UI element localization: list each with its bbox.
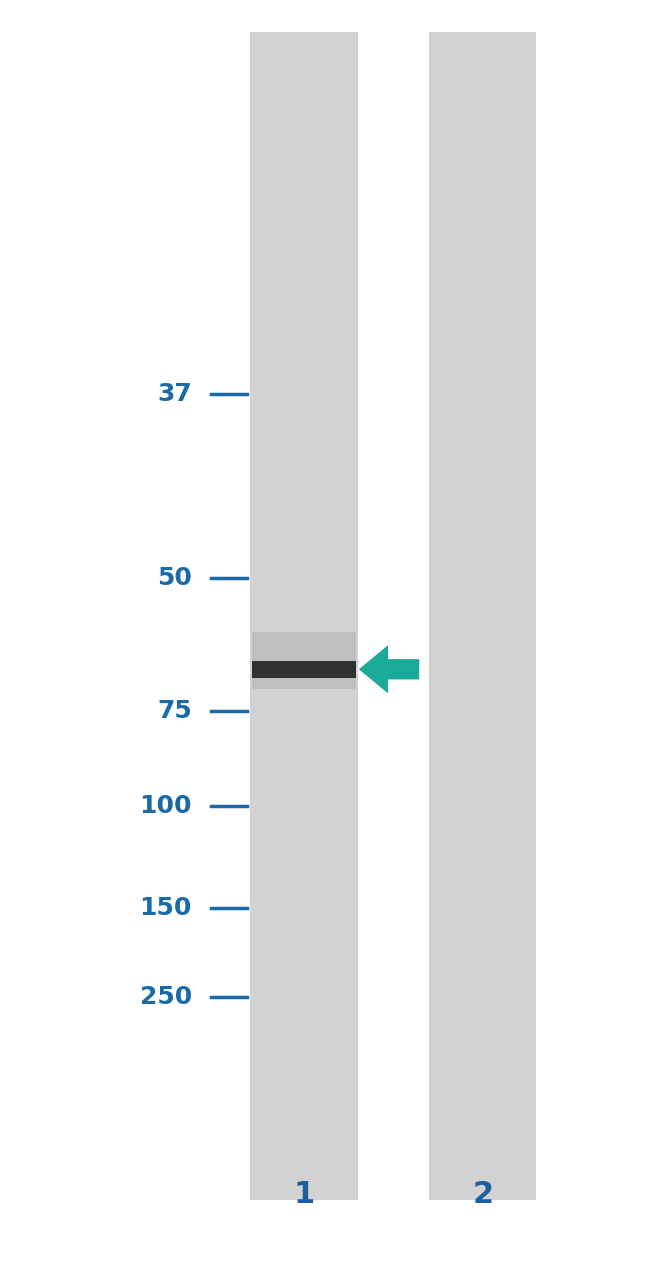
Bar bbox=[429, 32, 536, 1200]
Text: 100: 100 bbox=[139, 795, 192, 818]
Text: 2: 2 bbox=[473, 1180, 493, 1209]
Text: 37: 37 bbox=[157, 382, 192, 405]
Polygon shape bbox=[359, 645, 419, 693]
Text: 50: 50 bbox=[157, 566, 192, 589]
Text: 75: 75 bbox=[157, 700, 192, 723]
Bar bbox=[252, 662, 356, 678]
Text: 150: 150 bbox=[139, 897, 192, 919]
Text: 250: 250 bbox=[140, 986, 192, 1008]
Bar bbox=[250, 32, 358, 1200]
Text: 1: 1 bbox=[294, 1180, 315, 1209]
Bar bbox=[252, 632, 356, 690]
